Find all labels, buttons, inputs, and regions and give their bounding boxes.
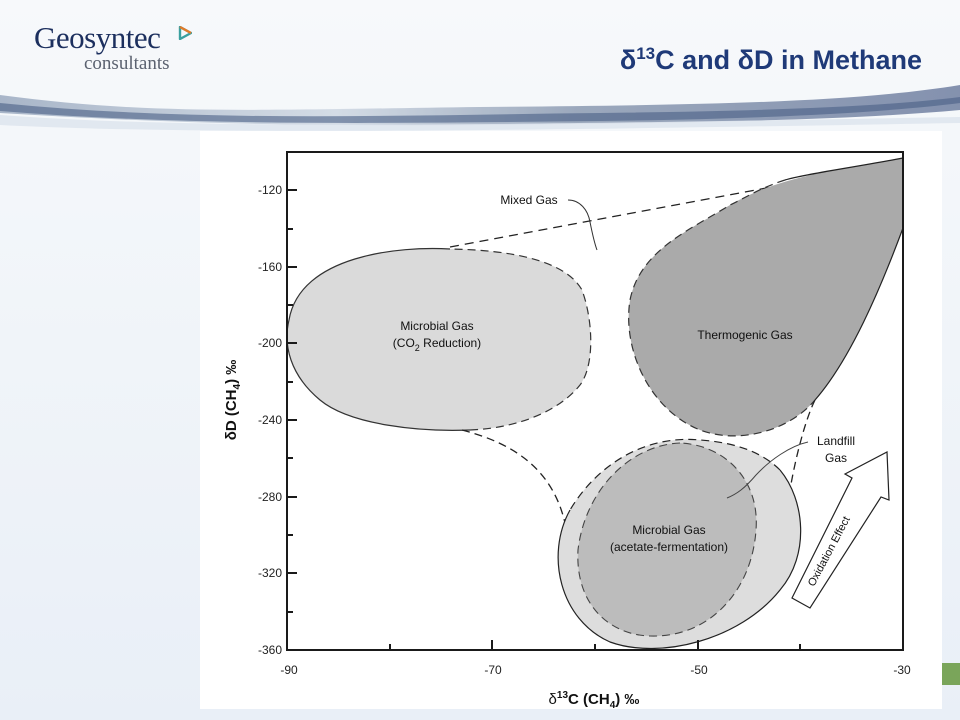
x-tick-labels: -90 -70 -50 -30 [280,663,911,677]
title-rest: C and δD in Methane [655,45,922,75]
y-tick-label: -160 [258,260,282,274]
label-thermogenic: Thermogenic Gas [697,328,792,342]
header-swoosh-decoration [0,85,960,131]
logo-triangle-icon [178,26,192,40]
y-tick-label: -200 [258,336,282,350]
mixed-gas-leader [567,199,598,251]
mixed-gas-envelope [449,177,821,248]
label-landfill-gas: Gas [825,451,847,465]
title-delta: δ [619,45,637,75]
x-tick-label: -90 [280,663,298,677]
geosyntec-logo: Geosyntec consultants [34,20,192,74]
x-axis-label: δ13C (CH4) ‰ [549,690,640,711]
slide-title: δ13C and δD in Methane [620,44,922,76]
label-landfill: Landfill [817,434,855,448]
green-accent-tab [942,663,960,685]
y-tick-labels: -120 -160 -200 -240 -280 -320 -360 [258,183,282,657]
y-tick-label: -240 [258,413,282,427]
label-microbial-acetate: Microbial Gas [632,523,705,537]
y-tick-label: -120 [258,183,282,197]
label-acetate-fermentation: (acetate-fermentation) [610,540,728,554]
x-tick-label: -30 [893,663,911,677]
x-tick-label: -70 [484,663,502,677]
y-tick-label: -280 [258,490,282,504]
landfill-leader [726,441,809,499]
region-microbial-co2 [287,248,591,431]
x-tick-label: -50 [690,663,708,677]
label-mixed-gas: Mixed Gas [500,193,557,207]
x-axis-ticks [389,640,801,650]
y-tick-label: -360 [258,643,282,657]
title-sup: 13 [636,44,656,63]
region-landfill [577,442,757,637]
oxidation-effect-arrow: Oxidation Effect [791,451,890,609]
label-microbial-co2: Microbial Gas [400,319,473,333]
label-co2-reduction: (CO2 Reduction) [393,336,481,353]
logo-brand: Geosyntec [34,20,161,55]
y-axis-label: δD (CH4) ‰ [223,360,243,441]
logo-subtitle: consultants [84,53,170,74]
region-thermogenic [628,158,903,436]
y-tick-label: -320 [258,566,282,580]
y-axis-ticks [287,189,297,613]
